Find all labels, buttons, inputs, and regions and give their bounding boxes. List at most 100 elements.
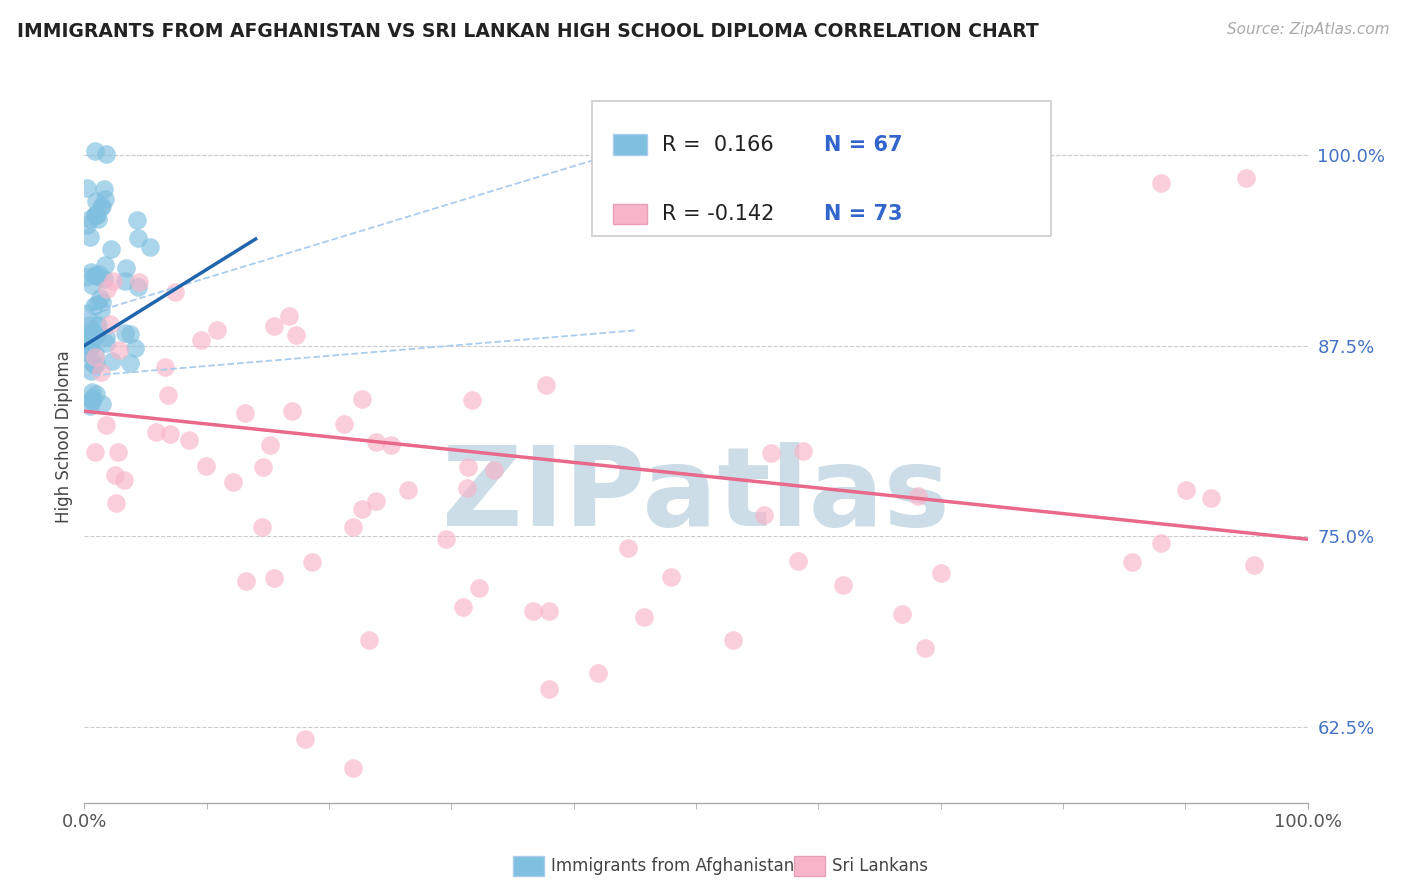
Point <box>177 434 200 448</box>
Point <box>98 318 121 332</box>
Point <box>120 356 142 370</box>
Point <box>79 318 101 333</box>
Point <box>77 328 100 343</box>
Point <box>84 208 107 222</box>
Point <box>93 272 115 286</box>
Point <box>100 242 122 256</box>
Point <box>659 570 682 584</box>
Point <box>468 582 491 596</box>
Point <box>890 607 912 622</box>
Point <box>127 280 149 294</box>
Point <box>80 324 103 338</box>
Point <box>616 541 638 556</box>
Point <box>138 240 160 254</box>
Point <box>398 483 420 497</box>
Point <box>79 364 101 378</box>
Point <box>1175 483 1198 497</box>
Point <box>89 291 111 305</box>
Point <box>752 508 775 522</box>
Point <box>83 268 105 282</box>
Point <box>79 399 101 413</box>
Point <box>538 604 561 618</box>
Point <box>263 571 285 585</box>
Point <box>84 346 107 360</box>
Point <box>84 269 107 284</box>
Point <box>250 520 273 534</box>
Point <box>759 446 782 460</box>
Point <box>94 192 117 206</box>
Point <box>342 519 364 533</box>
Point <box>281 404 304 418</box>
Point <box>118 327 141 342</box>
Point <box>94 418 117 433</box>
Point <box>79 212 101 227</box>
Point <box>94 258 117 272</box>
Point <box>87 211 110 226</box>
Point <box>82 384 104 399</box>
Point <box>80 394 103 409</box>
Text: ZIPatlas: ZIPatlas <box>441 442 950 549</box>
Point <box>163 285 186 300</box>
Point <box>79 230 101 244</box>
Point <box>124 341 146 355</box>
Point <box>1150 176 1173 190</box>
Point <box>190 334 212 348</box>
Point <box>90 303 112 318</box>
Point <box>77 306 100 320</box>
Point <box>83 358 105 372</box>
Point <box>831 578 853 592</box>
Point <box>285 328 308 343</box>
Point <box>86 319 108 334</box>
Point <box>195 459 218 474</box>
Point <box>350 501 373 516</box>
Point <box>90 200 112 214</box>
Point <box>76 219 98 233</box>
Point <box>153 359 176 374</box>
Point <box>333 417 356 432</box>
Point <box>80 278 103 293</box>
Point <box>112 473 135 487</box>
Text: N = 67: N = 67 <box>824 135 903 154</box>
Point <box>114 261 136 276</box>
Point <box>82 327 104 342</box>
Text: N = 73: N = 73 <box>824 204 903 224</box>
Point <box>538 681 561 696</box>
Point <box>434 532 457 546</box>
Point <box>252 459 274 474</box>
Point <box>457 460 479 475</box>
Point <box>127 213 149 227</box>
Point <box>128 275 150 289</box>
Point <box>222 475 245 490</box>
Point <box>90 397 112 411</box>
Point <box>456 481 478 495</box>
Point <box>233 406 256 420</box>
Point <box>83 351 105 365</box>
Bar <box>613 135 647 154</box>
Y-axis label: High School Diploma: High School Diploma <box>55 351 73 524</box>
Point <box>263 319 285 334</box>
Point <box>87 318 110 332</box>
Point <box>145 425 167 439</box>
Point <box>79 340 101 354</box>
Text: R =  0.166: R = 0.166 <box>662 135 773 154</box>
Point <box>84 445 107 459</box>
Point <box>96 146 118 161</box>
Point <box>114 326 136 341</box>
Point <box>364 435 387 450</box>
Point <box>103 274 125 288</box>
Point <box>82 391 104 405</box>
Point <box>929 566 952 580</box>
Point <box>96 335 118 350</box>
Point <box>107 445 129 459</box>
Point <box>586 666 609 681</box>
Point <box>1243 558 1265 572</box>
Point <box>86 297 108 311</box>
Point <box>107 343 129 358</box>
Point <box>104 467 127 482</box>
Point <box>83 299 105 313</box>
Text: R = -0.142: R = -0.142 <box>662 204 775 224</box>
Point <box>301 555 323 569</box>
Point <box>1199 491 1222 505</box>
Point <box>364 494 387 508</box>
Point <box>94 330 117 344</box>
